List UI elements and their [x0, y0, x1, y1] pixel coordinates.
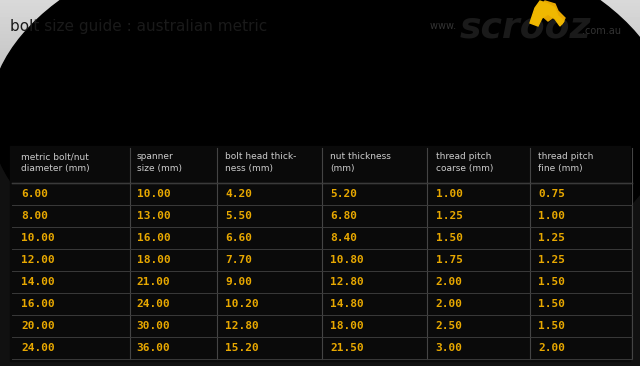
Text: 6.60: 6.60: [225, 233, 252, 243]
Bar: [10, 146, 630, 361]
Bar: [0, 156, 640, 366]
Text: 1.50: 1.50: [436, 233, 463, 243]
Text: 10.20: 10.20: [225, 299, 259, 309]
Text: spanner
size (mm): spanner size (mm): [137, 153, 182, 172]
Text: 1.25: 1.25: [538, 255, 565, 265]
Text: 12.00: 12.00: [21, 255, 55, 265]
Text: .com.au: .com.au: [582, 26, 621, 36]
Text: 36.00: 36.00: [137, 343, 170, 353]
Text: 0.75: 0.75: [538, 189, 565, 199]
Bar: [0, 126, 640, 366]
Text: 2.00: 2.00: [538, 343, 565, 353]
Text: 24.00: 24.00: [21, 343, 55, 353]
Text: 15.20: 15.20: [225, 343, 259, 353]
Text: 1.00: 1.00: [538, 211, 565, 221]
Text: 5.50: 5.50: [225, 211, 252, 221]
Text: 1.25: 1.25: [436, 211, 463, 221]
Text: thread pitch
coarse (mm): thread pitch coarse (mm): [436, 153, 493, 172]
Text: bolt size guide : australian metric: bolt size guide : australian metric: [10, 19, 268, 34]
Text: 16.00: 16.00: [21, 299, 55, 309]
Text: 18.00: 18.00: [330, 321, 364, 331]
Polygon shape: [535, 1, 565, 24]
Text: 8.40: 8.40: [330, 233, 357, 243]
Text: 1.00: 1.00: [436, 189, 463, 199]
Text: 1.50: 1.50: [538, 321, 565, 331]
Text: 9.00: 9.00: [225, 277, 252, 287]
Text: 21.00: 21.00: [137, 277, 170, 287]
Text: 24.00: 24.00: [137, 299, 170, 309]
Text: 5.20: 5.20: [330, 189, 357, 199]
Text: 7.70: 7.70: [225, 255, 252, 265]
Text: 18.00: 18.00: [137, 255, 170, 265]
Text: 30.00: 30.00: [137, 321, 170, 331]
Text: 2.50: 2.50: [436, 321, 463, 331]
Text: 6.00: 6.00: [21, 189, 49, 199]
Text: 12.80: 12.80: [330, 277, 364, 287]
Text: 12.80: 12.80: [225, 321, 259, 331]
Text: 21.50: 21.50: [330, 343, 364, 353]
Text: 1.75: 1.75: [436, 255, 463, 265]
Text: scrooz: scrooz: [460, 10, 591, 44]
Ellipse shape: [0, 0, 640, 306]
Polygon shape: [530, 1, 564, 26]
Text: 14.00: 14.00: [21, 277, 55, 287]
Text: 2.00: 2.00: [436, 299, 463, 309]
Text: thread pitch
fine (mm): thread pitch fine (mm): [538, 153, 593, 172]
Text: 8.00: 8.00: [21, 211, 49, 221]
Text: 13.00: 13.00: [137, 211, 170, 221]
Text: 20.00: 20.00: [21, 321, 55, 331]
Text: metric bolt/nut
diameter (mm): metric bolt/nut diameter (mm): [21, 153, 90, 172]
Text: nut thickness
(mm): nut thickness (mm): [330, 153, 391, 172]
Text: www.: www.: [430, 21, 460, 31]
Text: 10.80: 10.80: [330, 255, 364, 265]
Text: 10.00: 10.00: [137, 189, 170, 199]
Ellipse shape: [0, 0, 640, 346]
Text: 16.00: 16.00: [137, 233, 170, 243]
Text: 3.00: 3.00: [436, 343, 463, 353]
Text: 1.25: 1.25: [538, 233, 565, 243]
Text: 1.50: 1.50: [538, 277, 565, 287]
Text: 10.00: 10.00: [21, 233, 55, 243]
Text: 2.00: 2.00: [436, 277, 463, 287]
Text: 14.80: 14.80: [330, 299, 364, 309]
Text: bolt head thick-
ness (mm): bolt head thick- ness (mm): [225, 153, 296, 172]
Text: 6.80: 6.80: [330, 211, 357, 221]
Text: 4.20: 4.20: [225, 189, 252, 199]
Text: 1.50: 1.50: [538, 299, 565, 309]
